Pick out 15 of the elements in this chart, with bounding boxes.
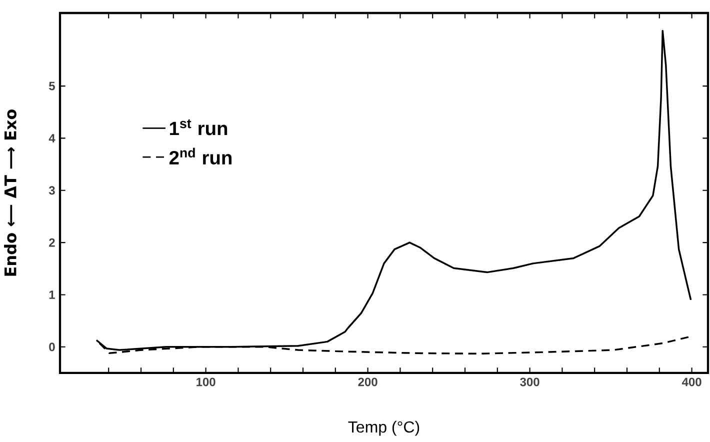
y-tick-label: 1 [49, 290, 55, 299]
y-tick-label: 2 [49, 238, 55, 247]
x-tick-label: 300 [520, 378, 540, 386]
x-axis-title: Temp (°C) [348, 420, 420, 436]
line-series [96, 30, 692, 351]
x-tick-label: 200 [358, 378, 378, 386]
legend-label: 1$^{st}$ run [170, 119, 228, 136]
x-tick-label: 400 [682, 378, 702, 386]
y-tick-label: 0 [49, 342, 55, 352]
y-axis-title: Endo ⟵ ΔT ⟶ Exo [4, 109, 16, 276]
x-tick-label: 100 [196, 378, 216, 386]
y-tick-label: 5 [49, 82, 55, 90]
y-tick-label: 3 [48, 186, 55, 195]
legend-label: 2$^{nd}$ run [169, 148, 232, 165]
y-tick-label: 4 [48, 134, 56, 142]
